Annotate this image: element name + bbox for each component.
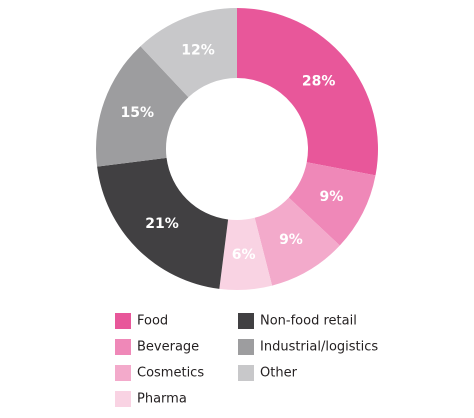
donut-slice (237, 8, 379, 176)
legend-label: Industrial/logistics (260, 340, 378, 355)
legend-swatch (115, 313, 131, 329)
slice-label: 21% (145, 216, 179, 232)
legend-swatch (115, 365, 131, 381)
donut-slice (219, 217, 273, 290)
slice-label: 15% (121, 105, 155, 121)
slice-label: 28% (302, 73, 336, 89)
donut-slice (140, 8, 237, 98)
legend-label: Other (260, 366, 298, 381)
legend-label: Cosmetics (137, 366, 204, 381)
legend-label: Pharma (137, 392, 187, 407)
donut-slice (288, 162, 376, 246)
legend-label: Beverage (137, 340, 199, 355)
donut-slice (97, 157, 229, 289)
legend-label: Food (137, 314, 168, 329)
legend-swatch (238, 313, 254, 329)
legend-swatch (115, 339, 131, 355)
slice-label: 12% (181, 42, 215, 58)
legend-swatch (238, 365, 254, 381)
donut-slice (95, 46, 189, 167)
legend-swatch (115, 391, 131, 407)
legend-label: Non-food retail (260, 314, 357, 329)
slice-label: 6% (232, 247, 256, 263)
donut-slice (254, 197, 340, 286)
legend-swatch (238, 339, 254, 355)
slice-label: 9% (279, 232, 303, 248)
slice-label: 9% (320, 189, 344, 205)
